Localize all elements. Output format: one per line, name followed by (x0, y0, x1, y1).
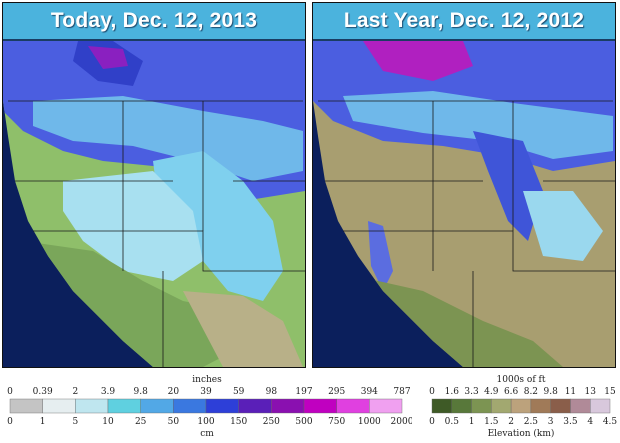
snow-legend-bottom-tick-label: 150 (230, 417, 247, 427)
snow-legend-top-tick-label: 0 (7, 387, 13, 397)
snow-legend-bottom-tick-label: 1 (40, 417, 46, 427)
elev-legend-top-tick-label: 3.3 (464, 387, 479, 397)
snow-legend-top-tick-label: 0.39 (33, 387, 53, 397)
panel-title-today: Today, Dec. 12, 2013 (50, 9, 258, 32)
snow-region-light-patch (523, 191, 603, 261)
elev-legend-top-tick-label: 9.8 (544, 387, 559, 397)
snow-region-purple (88, 46, 128, 69)
snow-legend-bottom-tick-label: 2000 (391, 417, 412, 427)
snow-region-south (23, 241, 253, 367)
legend-unit-inches: inches (192, 375, 222, 385)
snow-legend-bottom-tick-label: 25 (135, 417, 147, 427)
snow-legend-swatch (205, 398, 239, 414)
snow-legend-swatch (107, 398, 141, 414)
elev-legend-top-tick-label: 1.6 (445, 387, 460, 397)
snow-region-purple (363, 41, 473, 81)
snow-depth-map-last-year (313, 41, 615, 367)
elev-legend-top-tick-label: 6.6 (504, 387, 519, 397)
snow-legend-top-tick-label: 59 (233, 387, 245, 397)
snow-region-north-light (343, 91, 613, 159)
elev-legend-bottom-tick-label: 3 (548, 417, 554, 427)
snow-legend-bottom-tick-label: 500 (295, 417, 312, 427)
elev-legend-top-tick-label: 13 (584, 387, 596, 397)
elev-legend-bottom-tick-label: 4.5 (603, 417, 618, 427)
snow-legend-top-tick-label: 39 (200, 387, 212, 397)
snow-depth-map-today (3, 41, 305, 367)
snow-legend-swatch (238, 398, 272, 414)
elev-legend-top-tick-label: 0 (429, 387, 435, 397)
bare-south (333, 271, 563, 367)
snow-legend-bottom-tick-label: 0 (7, 417, 13, 427)
snow-legend-top-tick-label: 3.9 (101, 387, 116, 397)
elev-legend-top-tick-label: 4.9 (484, 387, 499, 397)
snow-legend-swatch (75, 398, 109, 414)
snow-legend-bottom-tick-label: 750 (328, 417, 345, 427)
elev-legend-swatch (530, 398, 551, 414)
elev-legend-swatch (431, 398, 452, 414)
state-borders (318, 100, 615, 367)
elev-legend-bottom-tick-label: 3.5 (563, 417, 578, 427)
snow-legend-swatch (369, 398, 403, 414)
snow-legend-top-tick-label: 98 (266, 387, 278, 397)
snow-region-deep-blue (473, 131, 543, 241)
elev-legend-swatch (570, 398, 591, 414)
elev-legend-swatch (550, 398, 571, 414)
panel-title-bar: Today, Dec. 12, 2013 (3, 3, 305, 41)
panel-title-last-year: Last Year, Dec. 12, 2012 (343, 9, 585, 32)
legend-unit-cm: cm (200, 429, 214, 439)
snow-legend-top-tick-label: 295 (328, 387, 345, 397)
elev-legend-bottom-tick-label: 2 (508, 417, 514, 427)
elev-legend-swatch (491, 398, 512, 414)
elev-legend-bottom-tick-label: 1.5 (484, 417, 499, 427)
map-panel-today: Today, Dec. 12, 2013 (2, 2, 306, 368)
snow-legend-bottom-tick-label: 50 (168, 417, 180, 427)
elev-legend-bottom-tick-label: 0 (429, 417, 435, 427)
elev-legend-swatch (590, 398, 611, 414)
snow-legend-top-tick-label: 394 (361, 387, 378, 397)
snow-legend-top-tick-label: 787 (393, 387, 410, 397)
elev-legend-swatch (451, 398, 472, 414)
elev-legend-swatch (471, 398, 492, 414)
elev-legend-swatch (510, 398, 532, 414)
legend-unit-feet: 1000s of ft (497, 375, 546, 385)
elev-legend-bottom-tick-label: 0.5 (445, 417, 460, 427)
panel-title-bar: Last Year, Dec. 12, 2012 (313, 3, 615, 41)
state-borders (8, 100, 305, 367)
elev-legend-bottom-tick-label: 4 (587, 417, 593, 427)
elev-legend-top-tick-label: 11 (565, 387, 576, 397)
map-panel-last-year: Last Year, Dec. 12, 2012 (312, 2, 616, 368)
snow-legend-swatch (173, 398, 207, 414)
elev-legend-bottom-tick-label: 2.5 (524, 417, 539, 427)
snow-legend-swatch (42, 398, 76, 414)
snow-region-north-light (33, 96, 303, 181)
snow-legend-swatch (303, 398, 337, 414)
snow-legend-top-tick-label: 197 (295, 387, 312, 397)
snow-legend-bottom-tick-label: 100 (197, 417, 214, 427)
snow-region-central (63, 171, 203, 281)
legend-unit-km: Elevation (km) (488, 428, 555, 439)
snow-legend-swatch (140, 398, 174, 414)
snow-legend-swatch (271, 398, 305, 414)
snow-region-sierra (368, 221, 393, 291)
snow-legend-top-tick-label: 9.8 (134, 387, 149, 397)
snow-depth-legend: inches 0 0.39 2 3.9 9.8 20 39 59 98 197 295 394 787 … (2, 372, 412, 442)
snow-legend-bottom-tick-label: 10 (102, 417, 114, 427)
snow-legend-bottom-tick-label: 250 (263, 417, 280, 427)
snow-legend-bottom-tick-label: 5 (72, 417, 78, 427)
snow-legend-top-tick-label: 2 (72, 387, 78, 397)
bare-desert (183, 291, 303, 367)
snow-region-rockies (153, 151, 283, 301)
elev-legend-bottom-tick-label: 1 (469, 417, 475, 427)
snow-legend-top-tick-label: 20 (168, 387, 180, 397)
snow-legend-swatch (9, 398, 43, 414)
elev-legend-top-tick-label: 15 (604, 387, 616, 397)
snow-legend-bottom-tick-label: 1000 (358, 417, 381, 427)
elev-legend-top-tick-label: 8.2 (524, 387, 538, 397)
snow-legend-swatch (336, 398, 370, 414)
